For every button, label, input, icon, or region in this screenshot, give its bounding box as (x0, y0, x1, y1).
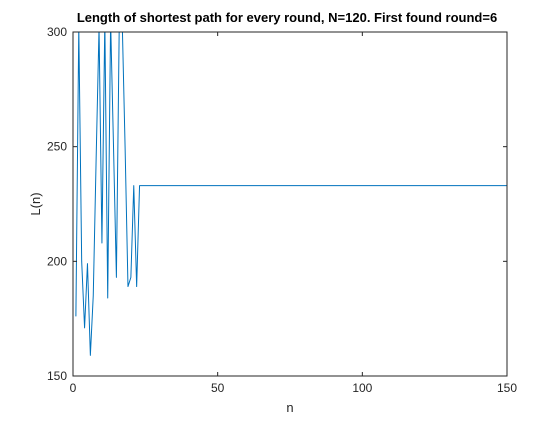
series-line-1 (75, 32, 507, 356)
y-tick-label: 150 (47, 369, 67, 383)
x-tick-label: 50 (211, 381, 225, 395)
x-tick-label: 150 (497, 381, 517, 395)
y-tick-label: 300 (47, 25, 67, 39)
y-axis-ticks: 150 200 250 300 (47, 25, 507, 383)
x-axis-label: n (286, 400, 293, 415)
x-tick-label: 100 (352, 381, 372, 395)
y-tick-label: 200 (47, 254, 67, 268)
x-tick-label: 0 (70, 381, 77, 395)
chart-title: Length of shortest path for every round,… (77, 10, 497, 25)
y-tick-label: 250 (47, 140, 67, 154)
plot-box (72, 31, 508, 377)
x-axis-ticks: 0 50 100 150 (70, 32, 517, 395)
plot-background (73, 32, 507, 376)
y-axis-label: L(n) (28, 192, 43, 215)
series-layer (75, 32, 507, 356)
